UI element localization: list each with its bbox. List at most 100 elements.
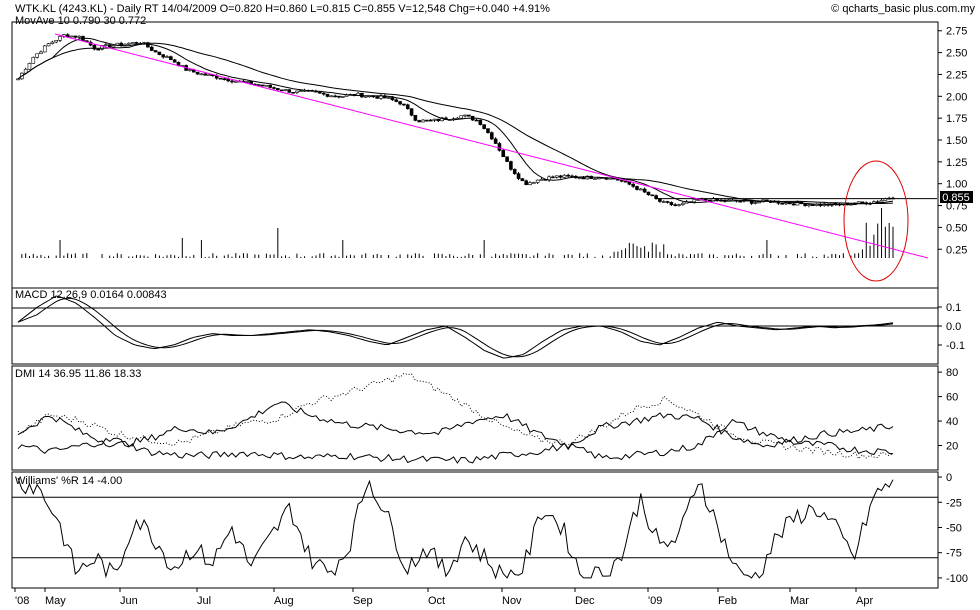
- candle-body: [551, 176, 555, 179]
- candle-body: [279, 89, 284, 92]
- candle-body: [516, 173, 521, 179]
- x-tick-label: Aug: [274, 595, 294, 607]
- williams-tick-label: -25: [946, 497, 962, 509]
- candle-body: [23, 68, 28, 74]
- macd-tick-label: -0.1: [946, 340, 965, 352]
- candle-body: [566, 174, 571, 177]
- x-tick-label: Dec: [575, 595, 595, 607]
- dmi-tick-label: 80: [946, 367, 958, 379]
- candle-body: [27, 63, 32, 70]
- price-panel: [11, 21, 939, 309]
- last-price-value: 0.855: [942, 192, 970, 204]
- macd-axis: 0.1 0.0 -0.1: [938, 302, 965, 352]
- candle-body: [650, 194, 655, 197]
- williams-axis: 0 -25 -50 -75 -100: [938, 472, 968, 585]
- candle-body: [207, 74, 211, 77]
- candle-body: [333, 95, 337, 98]
- candle-body: [509, 161, 513, 170]
- x-tick-label: Oct: [428, 595, 445, 607]
- moving-average-label: MovAve 10 0.790 30 0.772: [15, 15, 146, 27]
- candle-body: [528, 182, 532, 185]
- candle-body: [291, 92, 295, 94]
- candle-body: [459, 115, 464, 119]
- x-tick-label: Jul: [197, 595, 211, 607]
- ma30-line: [17, 42, 894, 204]
- candle-body: [245, 81, 250, 83]
- williams-tick-label: -50: [946, 522, 962, 534]
- candle-body: [165, 56, 169, 58]
- macd-line: [17, 295, 894, 359]
- candle-body: [788, 202, 792, 205]
- candle-body: [616, 178, 620, 181]
- candle-body: [486, 128, 490, 133]
- candle-body: [596, 177, 601, 180]
- candle-body: [703, 198, 708, 201]
- candle-body: [409, 108, 414, 116]
- candle-body: [493, 138, 498, 144]
- dmi-tick-label: 20: [946, 441, 958, 453]
- candle-body: [283, 89, 288, 91]
- candle-body: [272, 87, 276, 89]
- trend-line: [54, 33, 929, 259]
- candle-body: [581, 177, 586, 180]
- candle-body: [31, 56, 36, 64]
- williams-tick-label: 0: [946, 472, 952, 484]
- price-tick-label: 1.25: [946, 157, 967, 169]
- candle-body: [203, 73, 208, 76]
- candle-body: [436, 118, 441, 122]
- candle-body: [50, 41, 55, 44]
- price-axis: 2.75 2.50 2.25 2.00 1.75 1.50 1.25 1.00 0.75 0.50…: [938, 26, 967, 256]
- candle-body: [757, 201, 762, 204]
- williams-line: [17, 477, 894, 580]
- price-tick-label: 2.00: [946, 91, 967, 103]
- candle-body: [218, 77, 223, 80]
- candle-body: [230, 80, 234, 83]
- candle-body: [593, 178, 597, 180]
- candle-body: [879, 200, 884, 203]
- candle-body: [532, 182, 536, 184]
- candle-body: [111, 45, 116, 48]
- candle-body: [146, 42, 150, 48]
- candle-body: [505, 156, 509, 162]
- x-tick-label: Nov: [502, 595, 522, 607]
- candle-body: [661, 201, 666, 203]
- price-tick-label: 2.50: [946, 48, 967, 60]
- candle-body: [337, 95, 341, 98]
- candle-body: [585, 175, 590, 180]
- candle-body: [860, 201, 865, 204]
- dmi-tick-label: 60: [946, 392, 958, 404]
- candle-body: [421, 119, 425, 123]
- candle-body: [233, 81, 238, 83]
- candle-body: [681, 202, 685, 205]
- williams-tick-label: -75: [946, 548, 962, 560]
- candle-body: [474, 119, 479, 122]
- candle-body: [577, 177, 582, 180]
- candle-body: [96, 48, 101, 51]
- x-tick-label: Sep: [353, 595, 373, 607]
- candle-body: [222, 78, 227, 81]
- candle-body: [161, 54, 165, 58]
- candle-body: [497, 143, 502, 151]
- candle-body: [295, 90, 299, 93]
- price-tick-label: 0.50: [946, 222, 967, 234]
- candle-body: [478, 119, 483, 125]
- candle-body: [69, 35, 74, 38]
- candle-body: [520, 178, 525, 182]
- candle-body: [646, 191, 651, 196]
- di-minus-line: [17, 418, 894, 464]
- candle-body: [467, 114, 471, 117]
- candle-body: [169, 56, 173, 61]
- price-series: [16, 33, 937, 258]
- candle-body: [554, 175, 559, 178]
- candle-body: [325, 93, 330, 97]
- candle-body: [260, 84, 265, 87]
- candle-body: [73, 35, 78, 38]
- price-tick-label: 1.50: [946, 135, 967, 147]
- last-price-tag: [940, 191, 973, 203]
- copyright-text: © qcharts_basic plus.com.my: [831, 3, 975, 15]
- x-axis: '08 May Jun Jul Aug Sep Oct Nov Dec '09 Feb Mar Apr: [14, 588, 873, 607]
- macd-tick-label: 0.0: [946, 321, 961, 333]
- macd-tick-label: 0.1: [946, 302, 961, 314]
- chart-title: WTK.KL (4243.KL) - Daily RT 14/04/2009 O…: [15, 3, 550, 15]
- dmi-series: [17, 372, 894, 464]
